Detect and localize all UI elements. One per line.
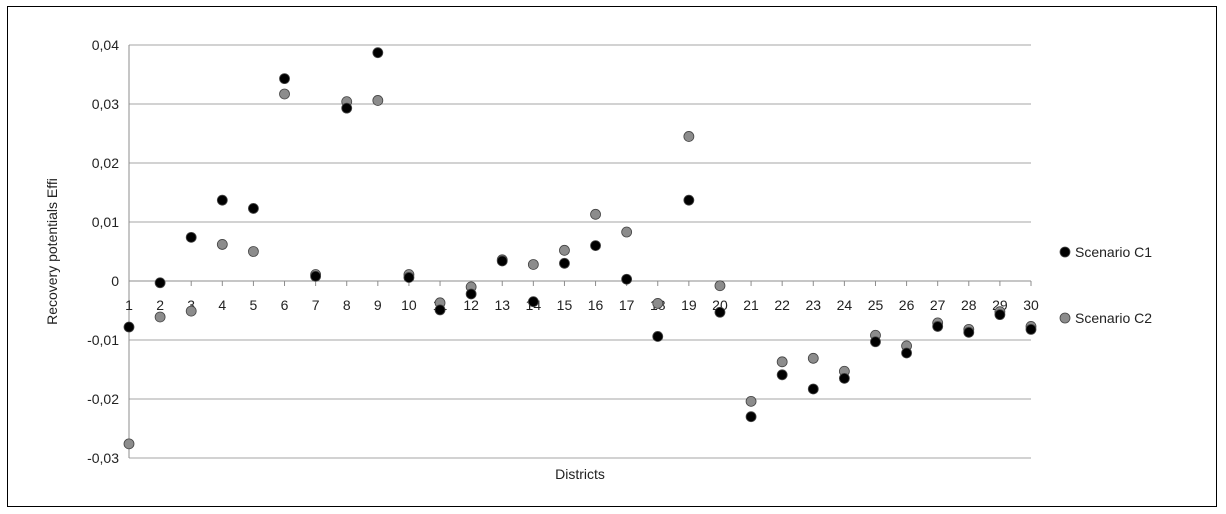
- x-tick-label: 17: [619, 297, 635, 313]
- x-tick-label: 1: [125, 297, 133, 313]
- data-point-scenario-c1: [621, 273, 633, 285]
- legend-marker: [1059, 246, 1071, 258]
- x-tick-label: 24: [837, 297, 853, 313]
- data-point-scenario-c1: [216, 194, 228, 206]
- y-tick-label: -0,02: [87, 391, 119, 407]
- x-tick-label: 10: [401, 297, 417, 313]
- y-tick-label: 0,03: [92, 96, 119, 112]
- data-point-scenario-c1: [372, 47, 384, 59]
- data-point-scenario-c2: [185, 305, 197, 317]
- axes: [128, 45, 1032, 458]
- data-point-scenario-c1: [683, 194, 695, 206]
- data-point-scenario-c1: [1025, 323, 1037, 335]
- data-point-scenario-c1: [559, 257, 570, 269]
- data-point-scenario-c2: [559, 244, 570, 256]
- legend-label: Scenario C2: [1075, 310, 1152, 326]
- data-points: [123, 47, 1037, 450]
- data-point-scenario-c1: [963, 326, 975, 338]
- y-tick-label: 0,01: [92, 214, 119, 230]
- data-point-scenario-c1: [590, 240, 601, 252]
- legend: Scenario C1 Scenario C2: [1059, 244, 1152, 326]
- chart-frame: [7, 6, 1217, 507]
- x-tick-label: 26: [899, 297, 915, 313]
- data-point-scenario-c2: [123, 438, 135, 450]
- data-point-scenario-c2: [216, 239, 228, 250]
- x-tick-label: 19: [681, 297, 697, 313]
- data-point-scenario-c1: [994, 309, 1006, 321]
- legend-label: Scenario C1: [1075, 244, 1152, 260]
- y-tick-label: -0,03: [87, 450, 119, 466]
- data-point-scenario-c1: [154, 277, 166, 289]
- data-point-scenario-c1: [185, 231, 197, 243]
- data-point-scenario-c2: [527, 259, 539, 270]
- data-point-scenario-c1: [776, 369, 788, 381]
- data-point-scenario-c1: [901, 347, 912, 359]
- data-point-scenario-c1: [279, 73, 290, 85]
- data-point-scenario-c2: [248, 246, 259, 257]
- data-point-scenario-c1: [932, 321, 944, 332]
- data-point-scenario-c1: [123, 321, 135, 333]
- x-tick-label: 12: [463, 297, 479, 313]
- y-tick-label: 0,02: [92, 155, 119, 171]
- x-tick-label: 22: [774, 297, 790, 313]
- data-point-scenario-c2: [807, 352, 819, 364]
- data-point-scenario-c2: [776, 356, 788, 368]
- data-point-scenario-c1: [652, 331, 664, 342]
- x-tick-label: 6: [281, 297, 289, 313]
- data-point-scenario-c1: [870, 336, 881, 348]
- x-tick-label: 2: [156, 297, 164, 313]
- data-point-scenario-c1: [465, 288, 477, 300]
- x-tick-label: 5: [250, 297, 258, 313]
- x-tick-label: 8: [343, 297, 351, 313]
- x-tick-label: 3: [187, 297, 195, 313]
- data-point-scenario-c1: [248, 203, 259, 214]
- data-point-scenario-c2: [683, 131, 695, 142]
- x-tick-label: 9: [374, 297, 382, 313]
- x-tick-labels: 1234567891011121314151617181920212223242…: [125, 297, 1039, 313]
- y-tick-label: -0,01: [87, 332, 119, 348]
- x-axis-title: Districts: [555, 466, 605, 482]
- data-point-scenario-c1: [807, 383, 819, 395]
- x-tick-label: 27: [930, 297, 946, 313]
- data-point-scenario-c1: [434, 304, 446, 316]
- x-tick-label: 30: [1023, 297, 1039, 313]
- y-tick-labels: -0,03 -0,02 -0,01 0 0,01 0,02 0,03 0,04: [87, 37, 119, 466]
- x-tick-label: 7: [312, 297, 320, 313]
- gridlines: [129, 44, 1031, 459]
- data-point-scenario-c1: [714, 306, 726, 318]
- x-tick-label: 15: [557, 297, 573, 313]
- data-point-scenario-c1: [341, 102, 353, 114]
- data-point-scenario-c1: [527, 296, 539, 308]
- x-tick-label: 21: [743, 297, 759, 313]
- data-point-scenario-c1: [403, 272, 415, 283]
- x-tick-label: 13: [494, 297, 510, 313]
- y-tick-label: 0,04: [92, 37, 119, 53]
- x-tick-label: 23: [805, 297, 821, 313]
- y-axis-title: Recovery potentials Effi: [44, 178, 60, 325]
- data-point-scenario-c1: [496, 255, 508, 267]
- data-point-scenario-c2: [279, 88, 290, 100]
- data-point-scenario-c1: [310, 270, 322, 282]
- x-tick-label: 4: [218, 297, 226, 313]
- x-tick-label: 28: [961, 297, 977, 313]
- data-point-scenario-c2: [590, 208, 601, 220]
- legend-marker: [1059, 312, 1071, 324]
- data-point-scenario-c2: [652, 298, 664, 309]
- data-point-scenario-c2: [714, 280, 726, 292]
- data-point-scenario-c1: [838, 372, 850, 384]
- data-point-scenario-c1: [745, 411, 757, 423]
- data-point-scenario-c2: [621, 226, 633, 238]
- data-point-scenario-c2: [154, 311, 166, 323]
- data-point-scenario-c2: [372, 95, 384, 106]
- x-tick-label: 16: [588, 297, 604, 313]
- data-point-scenario-c2: [745, 395, 757, 407]
- y-tick-label: 0: [111, 273, 119, 289]
- x-tick-label: 25: [868, 297, 884, 313]
